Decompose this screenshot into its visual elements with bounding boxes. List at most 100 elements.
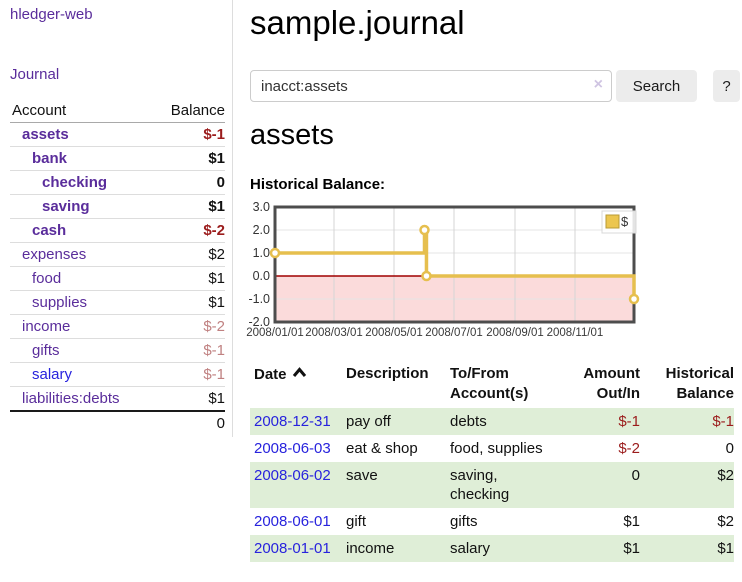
page-title: sample.journal (250, 4, 465, 41)
transaction-date-link[interactable]: 2008-01-01 (254, 540, 331, 557)
transaction-description: save (346, 462, 450, 508)
register-column-header: Amount Out/In (562, 362, 640, 408)
transaction-date-link[interactable]: 2008-06-02 (254, 467, 331, 484)
transaction-row: 2008-06-02 save saving, checking 0 $2 (250, 462, 734, 508)
account-table-body: assets $-1 bank $1 checking 0 saving $1 cash $-2 e… (10, 122, 225, 435)
account-link[interactable]: expenses (22, 246, 87, 263)
transaction-accounts: debts (450, 408, 562, 435)
data-point-marker (419, 224, 430, 236)
account-link[interactable]: gifts (32, 342, 60, 359)
x-axis-tick-label: 2008/09/01 (486, 327, 544, 339)
transaction-date-cell: 2008-06-03 (250, 435, 346, 462)
account-balance: $-2 (150, 218, 225, 243)
x-axis-tick-label: 2008/05/01 (365, 327, 423, 339)
transaction-accounts: salary (450, 535, 562, 562)
account-row: saving $1 (10, 194, 225, 219)
register-column-header: To/From Account(s) (450, 362, 562, 408)
account-row: income $-2 (10, 314, 225, 339)
account-row: gifts $-1 (10, 338, 225, 363)
account-name-cell: income (10, 314, 150, 339)
y-axis-tick-label: 2.0 (253, 223, 270, 237)
account-link[interactable]: salary (32, 366, 73, 383)
account-link[interactable]: saving (42, 198, 90, 215)
register-column-header: Date (250, 362, 346, 408)
transaction-date-cell: 2008-01-01 (250, 535, 346, 562)
search-button[interactable]: Search (616, 70, 697, 102)
account-balance: 0 (150, 170, 225, 195)
chart-legend: $ (601, 210, 637, 234)
transaction-description: gift (346, 513, 367, 530)
register-column-label: To/From Account(s) (450, 365, 529, 402)
transaction-accounts: gifts (450, 513, 478, 530)
transaction-balance: $2 (717, 513, 734, 530)
transaction-date-link[interactable]: 2008-06-03 (254, 440, 331, 457)
x-axis-tick-label: 2008/01/01 (246, 327, 304, 339)
transaction-date-cell: 2008-12-31 (250, 408, 346, 435)
y-axis-tick-label: -1.0 (248, 292, 270, 306)
transaction-amount: $1 (562, 535, 640, 562)
account-balance: $1 (150, 266, 225, 291)
register-column-header: Description (346, 362, 450, 408)
transaction-description: pay off (346, 408, 450, 435)
data-point-marker (628, 293, 640, 305)
account-link[interactable]: cash (32, 222, 67, 239)
chart-border (273, 205, 636, 324)
account-row: checking 0 (10, 170, 225, 195)
transaction-date-cell: 2008-06-01 (250, 508, 346, 535)
transaction-amount: $-2 (618, 440, 640, 457)
transaction-description: income (346, 535, 450, 562)
account-link[interactable]: checking (42, 174, 108, 191)
transaction-balance: 0 (725, 440, 734, 457)
search-input[interactable] (250, 70, 612, 102)
account-table-header: Account Balance (10, 100, 225, 123)
account-name-cell: assets (10, 122, 150, 147)
app-brand-link[interactable]: hledger-web (10, 6, 93, 23)
account-total-row: 0 (10, 410, 225, 435)
account-balance: $-1 (150, 338, 225, 363)
account-row: food $1 (10, 266, 225, 291)
account-link[interactable]: food (32, 270, 62, 287)
transaction-accounts: food, supplies (450, 440, 543, 457)
register-column-label: Historical Balance (665, 365, 734, 402)
account-column-header: Account (10, 100, 150, 123)
register-header-row: Date Description To/From Account(s) Amount … (250, 362, 734, 408)
transaction-amount: $-1 (562, 408, 640, 435)
clear-search-icon[interactable]: × (593, 76, 603, 93)
account-link[interactable]: liabilities:debts (22, 390, 120, 407)
sidebar-item-journal[interactable]: Journal (10, 66, 60, 83)
x-axis-tick-label: 2008/07/01 (425, 327, 483, 339)
account-row: expenses $2 (10, 242, 225, 267)
transaction-date-link[interactable]: 2008-12-31 (254, 413, 331, 430)
account-name-cell: salary (10, 362, 150, 387)
register-column-label[interactable]: Date (254, 366, 287, 383)
account-name-cell: liabilities:debts (10, 386, 150, 412)
register-column-label: Amount Out/In (583, 365, 640, 402)
transaction-balance: $2 (640, 462, 734, 508)
transaction-balance: $-1 (640, 408, 734, 435)
y-axis-tick-label: 0.0 (253, 269, 270, 283)
transaction-amount: $1 (623, 513, 640, 530)
account-row: cash $-2 (10, 218, 225, 243)
account-row: liabilities:debts $1 (10, 386, 225, 412)
account-link[interactable]: bank (32, 150, 68, 167)
transaction-balance: $1 (640, 535, 734, 562)
account-heading: assets (250, 119, 334, 151)
account-balance: $2 (150, 242, 225, 267)
account-link[interactable]: supplies (32, 294, 88, 311)
transaction-date-link[interactable]: 2008-06-01 (254, 513, 331, 530)
account-row: supplies $1 (10, 290, 225, 315)
register-table: Date Description To/From Account(s) Amount … (250, 362, 734, 562)
help-button[interactable]: ? (713, 70, 740, 102)
register-column-label: Description (346, 365, 429, 382)
account-balance: $1 (150, 146, 225, 171)
legend-label: $ (621, 214, 629, 229)
account-link[interactable]: income (22, 318, 71, 335)
sort-ascending-icon[interactable] (292, 364, 307, 384)
account-balance: $1 (150, 290, 225, 315)
data-point-marker (269, 247, 281, 259)
account-name-cell: bank (10, 146, 150, 171)
transaction-description: eat & shop (346, 440, 418, 457)
x-axis-tick-label: 2008/11/01 (547, 327, 604, 339)
account-link[interactable]: assets (22, 126, 69, 143)
account-name-cell: cash (10, 218, 150, 243)
